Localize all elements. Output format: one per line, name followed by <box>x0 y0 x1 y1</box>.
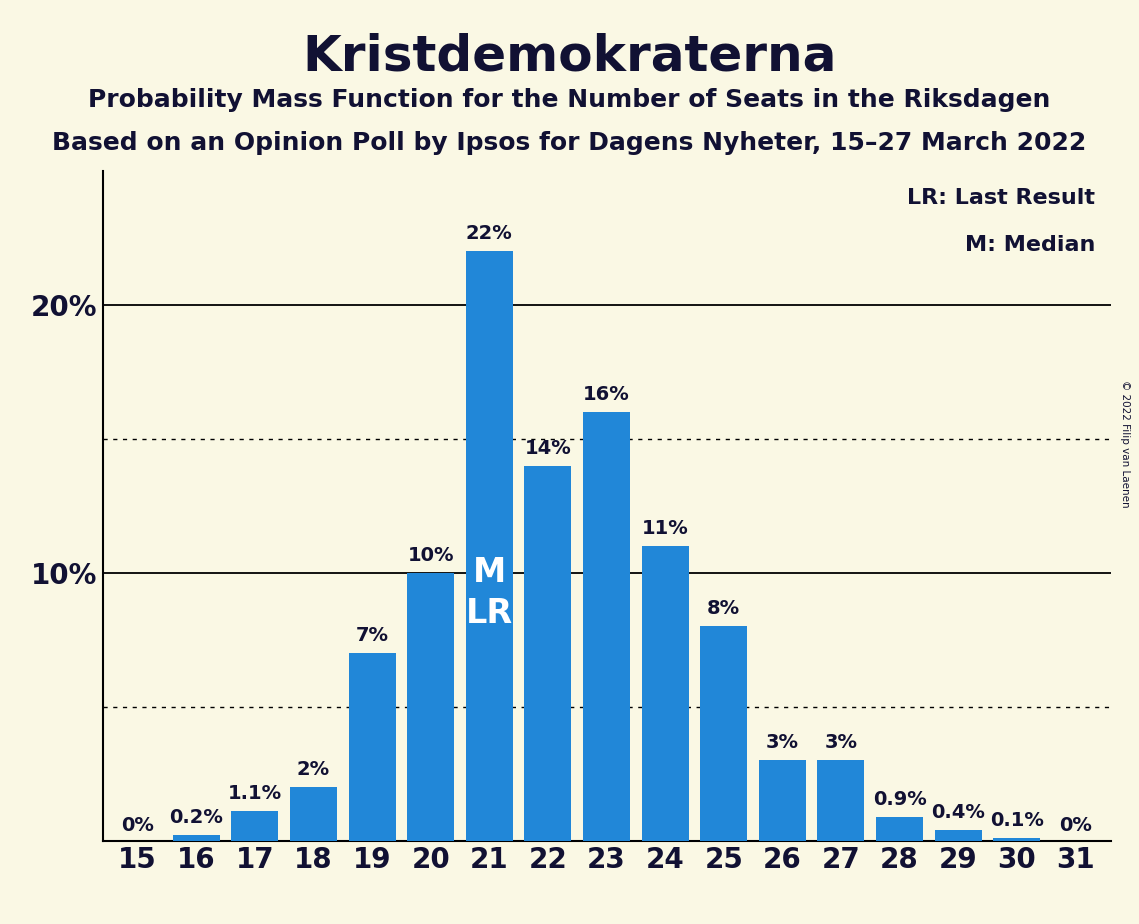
Bar <box>993 838 1040 841</box>
Text: 11%: 11% <box>641 519 688 538</box>
Text: 2%: 2% <box>297 760 330 779</box>
Bar <box>524 466 572 841</box>
Bar <box>700 626 747 841</box>
Text: 7%: 7% <box>355 626 388 645</box>
Text: 14%: 14% <box>525 439 572 457</box>
Text: LR: Last Result: LR: Last Result <box>908 188 1096 208</box>
Text: 10%: 10% <box>408 546 454 565</box>
Bar <box>349 653 395 841</box>
Bar <box>173 835 220 841</box>
Bar <box>231 811 278 841</box>
Bar <box>290 787 337 841</box>
Text: 1.1%: 1.1% <box>228 784 282 803</box>
Text: 0%: 0% <box>121 817 154 835</box>
Text: M: Median: M: Median <box>965 235 1096 255</box>
Bar <box>818 760 865 841</box>
Text: 0.2%: 0.2% <box>170 808 223 828</box>
Text: 3%: 3% <box>825 734 858 752</box>
Text: Kristdemokraterna: Kristdemokraterna <box>302 32 837 80</box>
Text: 0.4%: 0.4% <box>932 803 985 822</box>
Bar <box>876 817 923 841</box>
Text: 8%: 8% <box>707 600 740 618</box>
Text: 0.9%: 0.9% <box>872 790 926 808</box>
Text: Based on an Opinion Poll by Ipsos for Dagens Nyheter, 15–27 March 2022: Based on an Opinion Poll by Ipsos for Da… <box>52 131 1087 155</box>
Bar <box>466 251 513 841</box>
Bar <box>759 760 805 841</box>
Text: M
LR: M LR <box>466 556 513 630</box>
Text: 22%: 22% <box>466 225 513 243</box>
Text: 0.1%: 0.1% <box>990 811 1043 830</box>
Bar <box>408 573 454 841</box>
Text: 3%: 3% <box>765 734 798 752</box>
Bar <box>583 412 630 841</box>
Bar <box>935 830 982 841</box>
Text: 16%: 16% <box>583 385 630 404</box>
Text: © 2022 Filip van Laenen: © 2022 Filip van Laenen <box>1121 380 1130 507</box>
Bar <box>641 546 689 841</box>
Text: 0%: 0% <box>1059 817 1092 835</box>
Text: Probability Mass Function for the Number of Seats in the Riksdagen: Probability Mass Function for the Number… <box>89 88 1050 112</box>
